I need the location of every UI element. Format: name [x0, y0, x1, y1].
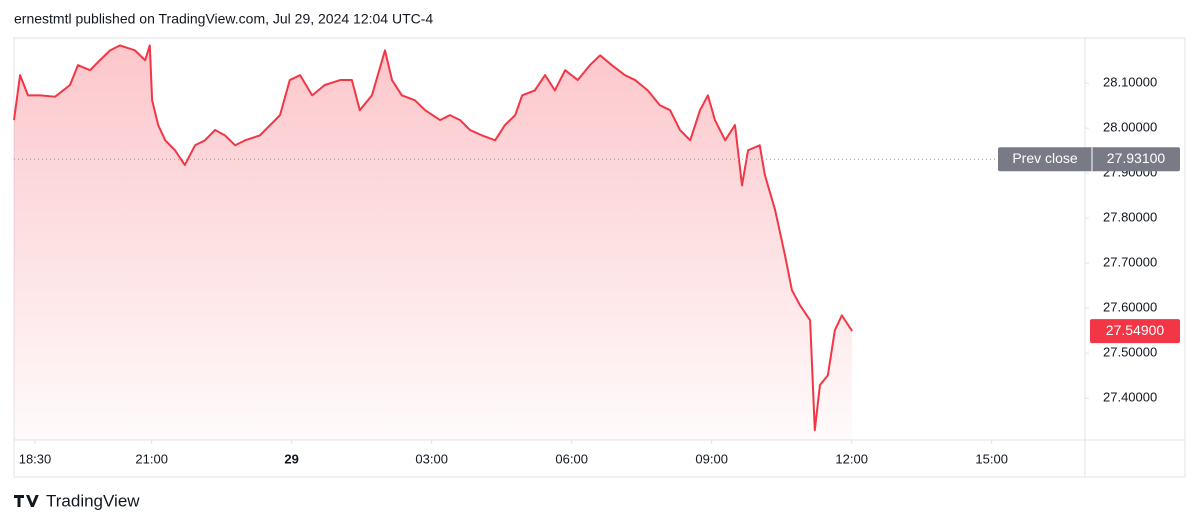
x-tick-label: 18:30: [19, 451, 52, 466]
y-tick-label: 27.80000: [1103, 210, 1157, 225]
area-fill: [14, 45, 853, 441]
x-tick-label: 03:00: [415, 451, 448, 466]
y-tick-label: 28.00000: [1103, 120, 1157, 135]
x-tick-label: 06:00: [555, 451, 588, 466]
price-line: [13, 44, 853, 432]
y-tick-label: 27.70000: [1103, 255, 1157, 270]
y-tick-label: 27.40000: [1103, 390, 1157, 405]
x-tick-label: 15:00: [975, 451, 1008, 466]
prev-close-box: [998, 147, 1180, 172]
prev-close-label: Prev close: [1012, 150, 1078, 166]
x-tick-label: 09:00: [695, 451, 728, 466]
logo: [14, 495, 39, 507]
y-tick-label: 27.50000: [1103, 345, 1157, 360]
footer-brand: TradingView: [46, 491, 140, 510]
last-value-label: 27.54900: [1106, 322, 1165, 338]
x-tick-label: 21:00: [135, 451, 168, 466]
y-tick-label: 27.60000: [1103, 300, 1157, 315]
y-tick-label: 28.10000: [1103, 75, 1157, 90]
x-tick-label: 29: [284, 451, 298, 466]
header: ernestmtl published on TradingView.com, …: [14, 11, 433, 27]
last-value-box: [1090, 319, 1180, 344]
x-tick-label: 12:00: [835, 451, 868, 466]
prev-close-value: 27.93100: [1107, 150, 1166, 166]
